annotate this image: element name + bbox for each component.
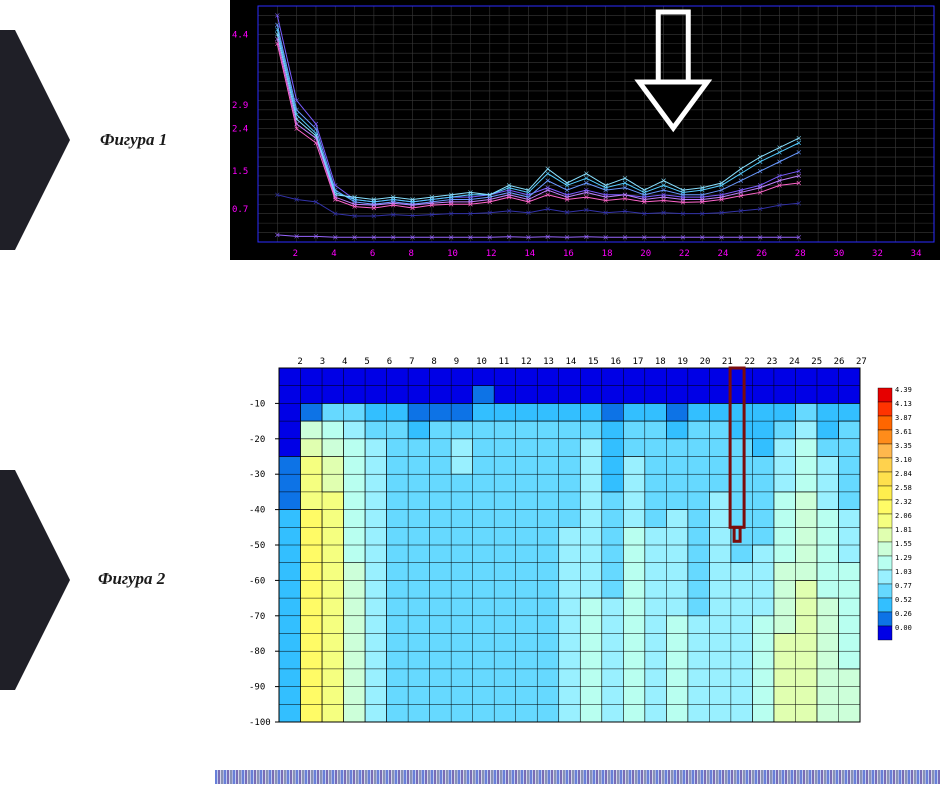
svg-text:12: 12 [521, 357, 532, 367]
svg-text:30: 30 [833, 249, 844, 259]
svg-text:-80: -80 [249, 647, 265, 657]
svg-text:32: 32 [872, 249, 883, 259]
pointer-shape-2 [0, 470, 70, 690]
svg-text:26: 26 [834, 357, 845, 367]
svg-text:8: 8 [431, 357, 436, 367]
noise-strip [215, 770, 940, 784]
svg-text:9: 9 [454, 357, 459, 367]
svg-text:1.55: 1.55 [895, 540, 912, 548]
svg-text:4: 4 [342, 357, 347, 367]
svg-text:3.61: 3.61 [895, 428, 912, 436]
svg-text:10: 10 [447, 249, 458, 259]
svg-text:2.06: 2.06 [895, 512, 912, 520]
svg-text:28: 28 [795, 249, 806, 259]
svg-text:19: 19 [677, 357, 688, 367]
svg-text:-10: -10 [249, 399, 265, 409]
svg-text:15: 15 [588, 357, 599, 367]
svg-text:26: 26 [756, 249, 767, 259]
svg-text:4.13: 4.13 [895, 400, 912, 408]
svg-text:-100: -100 [249, 718, 271, 728]
svg-text:-60: -60 [249, 576, 265, 586]
svg-text:0.7: 0.7 [232, 205, 248, 215]
svg-text:18: 18 [655, 357, 666, 367]
svg-text:27: 27 [856, 357, 867, 367]
figure1-chart: 2468101214161820222426283032340.71.52.42… [230, 0, 940, 260]
svg-text:3: 3 [320, 357, 325, 367]
svg-text:-20: -20 [249, 435, 265, 445]
svg-text:13: 13 [543, 357, 554, 367]
svg-text:18: 18 [602, 249, 613, 259]
svg-text:-50: -50 [249, 541, 265, 551]
svg-text:2.32: 2.32 [895, 498, 912, 506]
svg-text:3.10: 3.10 [895, 456, 912, 464]
svg-text:21: 21 [722, 357, 733, 367]
svg-text:0.26: 0.26 [895, 610, 912, 618]
svg-text:14: 14 [566, 357, 577, 367]
svg-text:2.4: 2.4 [232, 125, 248, 135]
svg-text:-90: -90 [249, 683, 265, 693]
svg-text:25: 25 [811, 357, 822, 367]
svg-text:22: 22 [679, 249, 690, 259]
figure2-chart: 2345678910111213141516171819202122232425… [235, 352, 930, 732]
svg-text:-40: -40 [249, 506, 265, 516]
pointer-shape-1 [0, 30, 70, 250]
svg-text:24: 24 [789, 357, 800, 367]
svg-text:2.84: 2.84 [895, 470, 912, 478]
svg-text:12: 12 [486, 249, 497, 259]
svg-text:23: 23 [767, 357, 778, 367]
svg-text:20: 20 [640, 249, 651, 259]
svg-text:2: 2 [297, 357, 302, 367]
svg-text:1.29: 1.29 [895, 554, 912, 562]
svg-text:11: 11 [498, 357, 509, 367]
svg-text:3.87: 3.87 [895, 414, 912, 422]
svg-text:0.52: 0.52 [895, 596, 912, 604]
svg-text:34: 34 [911, 249, 922, 259]
svg-text:16: 16 [563, 249, 574, 259]
svg-text:14: 14 [524, 249, 535, 259]
svg-text:3.35: 3.35 [895, 442, 912, 450]
svg-text:-30: -30 [249, 470, 265, 480]
svg-text:20: 20 [700, 357, 711, 367]
svg-text:0.77: 0.77 [895, 582, 912, 590]
svg-text:16: 16 [610, 357, 621, 367]
svg-text:1.03: 1.03 [895, 568, 912, 576]
svg-text:17: 17 [633, 357, 644, 367]
svg-text:0.00: 0.00 [895, 624, 912, 632]
svg-text:24: 24 [718, 249, 729, 259]
svg-text:10: 10 [476, 357, 487, 367]
svg-text:2.58: 2.58 [895, 484, 912, 492]
svg-text:1.81: 1.81 [895, 526, 912, 534]
svg-text:4.4: 4.4 [232, 30, 248, 40]
svg-text:2.9: 2.9 [232, 101, 248, 111]
svg-text:5: 5 [364, 357, 369, 367]
svg-text:4: 4 [331, 249, 336, 259]
svg-text:2: 2 [293, 249, 298, 259]
svg-text:22: 22 [744, 357, 755, 367]
svg-text:1.5: 1.5 [232, 167, 248, 177]
figure1-caption: Фигура 1 [100, 130, 167, 150]
svg-text:7: 7 [409, 357, 414, 367]
svg-text:4.39: 4.39 [895, 386, 912, 394]
figure2-caption: Фигура 2 [98, 569, 165, 589]
svg-text:6: 6 [387, 357, 392, 367]
svg-text:8: 8 [409, 249, 414, 259]
svg-text:6: 6 [370, 249, 375, 259]
svg-text:-70: -70 [249, 612, 265, 622]
